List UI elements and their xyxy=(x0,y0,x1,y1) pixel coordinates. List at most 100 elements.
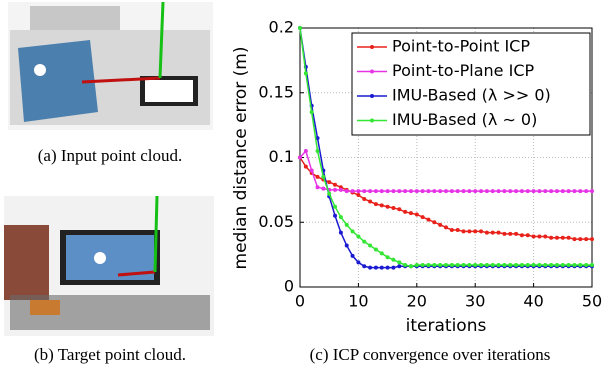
data-point xyxy=(356,189,361,194)
data-point xyxy=(560,235,565,240)
data-point xyxy=(508,231,513,236)
data-point xyxy=(426,217,431,222)
data-point xyxy=(502,262,507,267)
data-point xyxy=(391,265,396,270)
data-point xyxy=(584,189,589,194)
data-point xyxy=(356,193,361,198)
input-point-cloud-image xyxy=(8,1,213,130)
data-point xyxy=(362,264,367,269)
data-point xyxy=(549,189,554,194)
data-point xyxy=(414,212,419,217)
data-point xyxy=(525,189,530,194)
data-point xyxy=(321,186,326,191)
data-point xyxy=(490,230,495,235)
data-point xyxy=(496,189,501,194)
subfigure-caption: (b) Target point cloud. xyxy=(34,345,186,364)
data-point xyxy=(315,185,320,190)
data-point xyxy=(414,189,419,194)
data-point xyxy=(397,264,402,269)
data-point xyxy=(315,149,320,154)
data-point xyxy=(444,225,448,230)
data-point xyxy=(461,229,466,234)
data-point xyxy=(379,203,384,208)
data-point xyxy=(397,260,402,265)
data-point xyxy=(590,237,594,242)
data-point xyxy=(333,204,338,209)
data-point xyxy=(362,239,367,244)
data-point xyxy=(385,255,390,260)
data-point xyxy=(519,233,524,238)
data-point xyxy=(420,215,425,220)
data-point xyxy=(385,265,390,270)
data-point xyxy=(531,262,536,267)
series-line xyxy=(299,149,592,192)
data-point xyxy=(397,189,402,194)
data-point xyxy=(309,110,314,115)
data-point xyxy=(303,164,308,169)
data-point xyxy=(525,233,530,238)
data-point xyxy=(554,262,559,267)
data-point xyxy=(531,234,536,239)
data-point xyxy=(590,189,594,194)
data-point xyxy=(467,262,472,267)
data-point xyxy=(514,231,519,236)
data-point xyxy=(473,189,478,194)
data-point xyxy=(490,262,495,267)
data-point xyxy=(531,189,536,194)
legend-label: IMU-Based (λ >> 0) xyxy=(392,86,551,105)
data-point xyxy=(373,247,378,252)
data-point xyxy=(473,229,478,234)
data-point xyxy=(338,230,343,235)
data-point xyxy=(479,262,484,267)
legend-label: Point-to-Plane ICP xyxy=(392,61,534,80)
data-point xyxy=(438,262,443,267)
data-point xyxy=(554,235,559,240)
data-point xyxy=(473,262,478,267)
data-point xyxy=(455,228,460,233)
data-point xyxy=(461,189,466,194)
data-point xyxy=(543,234,548,239)
data-point xyxy=(479,229,484,234)
data-point xyxy=(373,265,378,270)
data-point xyxy=(344,222,349,227)
data-point xyxy=(379,189,384,194)
data-point xyxy=(554,189,559,194)
data-point xyxy=(362,189,367,194)
data-point xyxy=(444,189,448,194)
data-point xyxy=(519,262,524,267)
data-point xyxy=(438,222,443,227)
data-point xyxy=(414,262,419,267)
data-point xyxy=(432,220,437,225)
chart-caption: (c) ICP convergence over iterations xyxy=(310,345,551,364)
data-point xyxy=(303,71,308,76)
data-point xyxy=(333,213,338,218)
data-point xyxy=(309,168,314,173)
data-point xyxy=(537,234,542,239)
data-point xyxy=(338,187,343,192)
y-tick-label: 0 xyxy=(284,277,294,296)
data-point xyxy=(350,229,355,234)
data-point xyxy=(543,262,548,267)
x-tick-label: 10 xyxy=(348,292,368,311)
data-point xyxy=(397,207,402,212)
data-point xyxy=(350,189,355,194)
data-point xyxy=(373,189,378,194)
data-point xyxy=(344,189,349,194)
data-point xyxy=(572,189,577,194)
legend-marker xyxy=(370,69,374,74)
data-point xyxy=(432,189,437,194)
data-point xyxy=(449,228,454,233)
data-point xyxy=(449,262,454,267)
data-point xyxy=(303,149,308,154)
data-point xyxy=(403,262,408,267)
data-point xyxy=(391,189,396,194)
data-point xyxy=(403,189,408,194)
data-point xyxy=(502,189,507,194)
legend-label: IMU-Based (λ ∼ 0) xyxy=(392,110,537,129)
data-point xyxy=(391,206,396,211)
data-point xyxy=(566,189,571,194)
data-point xyxy=(455,262,460,267)
data-point xyxy=(467,229,472,234)
data-point xyxy=(298,155,302,160)
data-point xyxy=(484,189,489,194)
